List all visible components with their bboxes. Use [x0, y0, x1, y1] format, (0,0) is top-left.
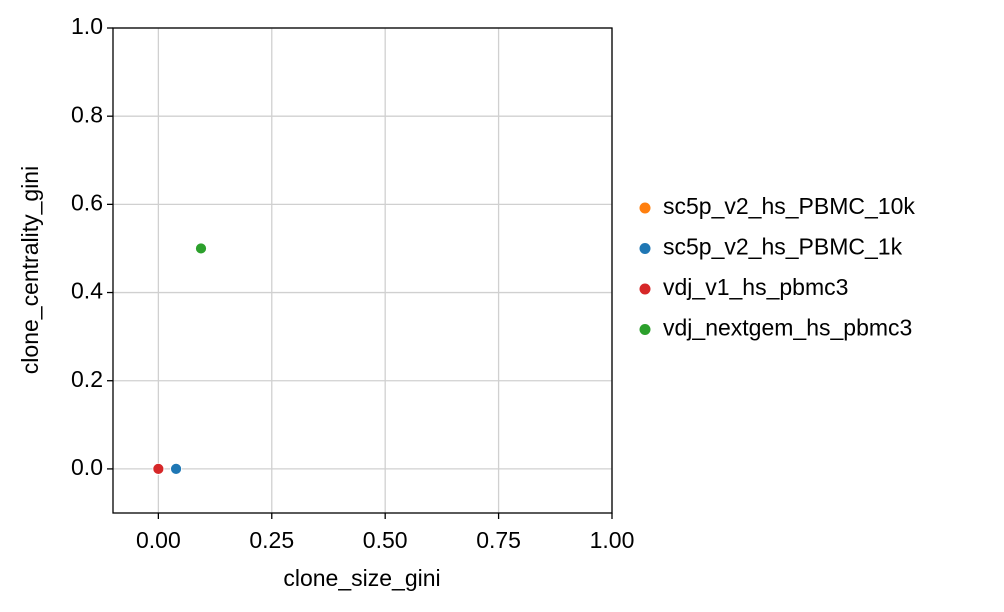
- y-tick-label: 1.0: [71, 13, 103, 39]
- x-tick-label: 0.00: [136, 527, 181, 553]
- y-tick-label: 0.6: [71, 189, 103, 215]
- legend-label: sc5p_v2_hs_PBMC_10k: [663, 193, 915, 219]
- legend-label: vdj_v1_hs_pbmc3: [663, 274, 848, 300]
- legend-marker: [639, 202, 651, 214]
- y-tick-label: 0.0: [71, 454, 103, 480]
- y-tick-label: 0.2: [71, 366, 103, 392]
- legend-label: sc5p_v2_hs_PBMC_1k: [663, 234, 903, 260]
- x-tick-label: 0.75: [476, 527, 521, 553]
- point: [195, 242, 207, 255]
- y-tick-label: 0.8: [71, 101, 103, 127]
- point: [170, 463, 182, 475]
- x-tick-label: 1.00: [590, 527, 635, 553]
- legend-label: vdj_nextgem_hs_pbmc3: [663, 315, 912, 341]
- plot-frame: [112, 27, 613, 514]
- point: [152, 463, 165, 475]
- y-axis-label: clone_centrality_gini: [17, 166, 43, 374]
- x-axis-label: clone_size_gini: [283, 565, 440, 591]
- legend-marker: [639, 283, 651, 295]
- legend-marker: [639, 243, 651, 254]
- x-tick-label: 0.25: [249, 527, 294, 553]
- y-tick-label: 0.4: [71, 278, 103, 304]
- legend-marker: [639, 324, 651, 335]
- x-tick-label: 0.50: [363, 527, 408, 553]
